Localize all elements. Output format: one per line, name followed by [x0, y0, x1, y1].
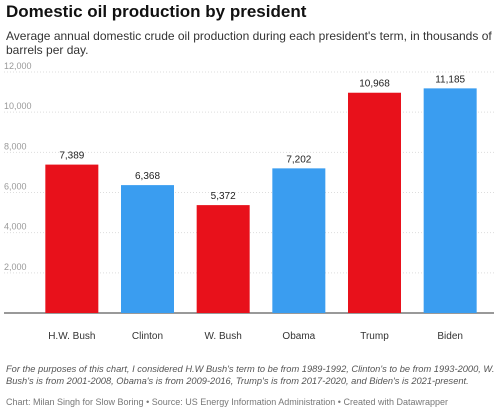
- y-tick-label: 4,000: [4, 222, 27, 232]
- chart-title: Domestic oil production by president: [6, 2, 307, 21]
- bar-trump: [348, 92, 401, 313]
- bar-chart: 2,000 4,000 6,000 8,000 10,000 12,000 7,389 H.W…: [4, 62, 494, 342]
- x-category-label: Clinton: [132, 331, 163, 342]
- y-tick-label: 6,000: [4, 182, 27, 192]
- bar-obama: [272, 168, 326, 313]
- x-category-label: Trump: [360, 331, 389, 342]
- y-tick-label: 2,000: [4, 262, 27, 272]
- bar-value-label: 7,202: [286, 154, 311, 165]
- bars: [45, 88, 477, 313]
- bar-value-label: 5,372: [211, 191, 236, 202]
- y-tick-label: 12,000: [4, 62, 32, 71]
- x-category-label: Biden: [437, 331, 463, 342]
- x-category-label: Obama: [282, 331, 315, 342]
- chart-subtitle: Average annual domestic crude oil produc…: [6, 29, 492, 57]
- chart-source: Chart: Milan Singh for Slow Boring • Sou…: [6, 397, 449, 407]
- bar-h-w-bush: [45, 164, 99, 313]
- bar-value-label: 10,968: [359, 79, 390, 90]
- bar-value-label: 11,185: [435, 74, 465, 85]
- x-category-label: W. Bush: [205, 331, 242, 342]
- bar-clinton: [121, 185, 174, 313]
- bar-w-bush: [196, 205, 250, 313]
- y-tick-label: 10,000: [4, 101, 32, 111]
- bar-value-label: 6,368: [135, 171, 160, 182]
- bar-biden: [423, 88, 477, 313]
- y-tick-label: 8,000: [4, 141, 27, 151]
- bar-value-label: 7,389: [59, 151, 84, 162]
- chart-footnote: For the purposes of this chart, I consid…: [6, 364, 495, 386]
- labels: 2,000 4,000 6,000 8,000 10,000 12,000 7,389 H.W…: [4, 62, 466, 342]
- x-category-label: H.W. Bush: [48, 331, 95, 342]
